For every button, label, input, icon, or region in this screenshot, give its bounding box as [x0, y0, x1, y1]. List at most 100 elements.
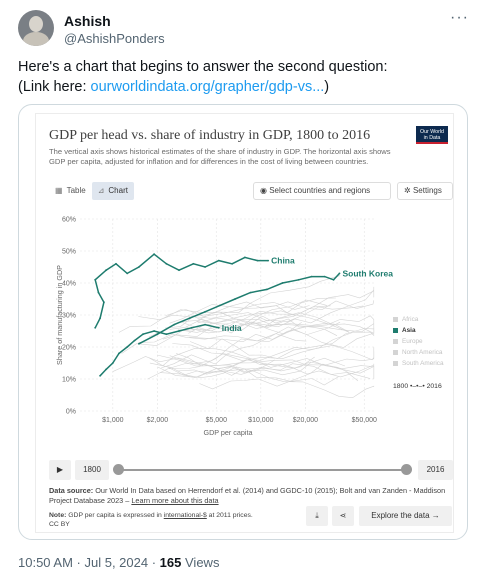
note-text-1: GDP per capita is expressed in [66, 512, 164, 519]
more-options-icon[interactable]: ··· [450, 9, 469, 26]
grid-layer [80, 218, 376, 412]
arrow-right-icon: → [429, 511, 440, 520]
timeline-end-handle[interactable] [401, 464, 412, 475]
x-axis-label: GDP per capita [203, 428, 252, 437]
y-tick-label: 50% [62, 249, 76, 256]
highlighted-series-layer [94, 253, 341, 377]
view-count: 165 [159, 555, 182, 570]
series-point [243, 256, 246, 259]
series-label: China [271, 256, 295, 266]
international-dollar-link[interactable]: international-$ [163, 512, 207, 519]
series-point [102, 301, 105, 304]
timeline-start-handle[interactable] [113, 464, 124, 475]
tweet-text-line2: (Link here: ourworldindata.org/grapher/g… [18, 77, 468, 97]
y-tick-label: 10% [62, 377, 76, 384]
timeline-track[interactable] [119, 469, 407, 471]
background-series-line [188, 286, 375, 334]
background-series-line [169, 345, 375, 365]
series-point [323, 275, 326, 278]
legend-item-south-america[interactable]: South America [393, 358, 444, 369]
author-name[interactable]: Ashish [64, 13, 111, 29]
download-icon[interactable]: ⤓ [306, 506, 328, 526]
series-point [204, 310, 206, 313]
legend-year-range: 1800 •–•–• 2016 [393, 383, 442, 390]
series-point [192, 262, 195, 265]
tweet-link[interactable]: ourworldindata.org/grapher/gdp-vs... [90, 79, 325, 95]
series-point [133, 339, 136, 342]
series-point [165, 262, 168, 265]
legend-arrow: •–•–• [408, 383, 427, 390]
tweet-date[interactable]: Jul 5, 2024 [84, 555, 149, 570]
x-tick-label: $20,000 [293, 417, 318, 424]
background-series-line [138, 311, 283, 328]
timeline-end-year[interactable]: 2016 [418, 460, 453, 480]
series-point [204, 266, 206, 268]
series-point [281, 282, 284, 284]
explore-data-label: Explore the data [371, 511, 430, 520]
series-line-china [94, 253, 269, 329]
tab-table-label: Table [66, 186, 86, 195]
avatar[interactable] [18, 10, 54, 46]
explore-data-button[interactable]: Explore the data → [359, 506, 452, 526]
tab-chart[interactable]: ⊿ Chart [91, 182, 134, 200]
chart-title: GDP per head vs. share of industry in GD… [49, 128, 371, 143]
legend-year-end: 2016 [426, 383, 442, 390]
series-point [231, 262, 234, 265]
owid-logo-line1: Our World [419, 129, 445, 135]
series-point [105, 368, 107, 371]
scatter-chart: 0% 10% 20% 30% 40% 50% 60% $1,000 $2,000 $5,000 $1… [55, 217, 393, 438]
series-point [338, 272, 341, 275]
background-series-line [112, 356, 359, 382]
legend-item-europe[interactable]: Europe [393, 336, 444, 347]
background-series-line [168, 322, 302, 369]
x-tick-label: $50,000 [352, 417, 377, 424]
tab-table[interactable]: ▦ Table [49, 182, 92, 200]
series-point [165, 333, 168, 336]
legend-item-africa[interactable]: Africa [393, 314, 444, 325]
link-preview-card[interactable]: GDP per head vs. share of industry in GD… [18, 104, 468, 540]
share-icon[interactable]: ⋖ [332, 506, 354, 526]
tweet-metadata: 10:50 AM · Jul 5, 2024 · 165 Views [18, 555, 220, 570]
background-series-line [147, 356, 315, 380]
avatar-head-shape [29, 16, 43, 32]
chart-icon: ⊿ [97, 186, 105, 195]
author-handle[interactable]: @AshishPonders [64, 31, 165, 46]
chart-subtitle: The vertical axis shows historical estim… [49, 147, 391, 166]
series-point [219, 304, 221, 307]
series-point [137, 342, 140, 345]
legend-item-asia[interactable]: Asia [393, 325, 444, 336]
tab-chart-label: Chart [108, 186, 128, 195]
legend-item-north-america[interactable]: North America [393, 347, 444, 358]
license-text: CC BY [49, 521, 70, 528]
select-countries-button[interactable]: ◉ Select countries and regions [253, 182, 391, 200]
x-tick-label: $10,000 [248, 417, 273, 424]
tweet-text-line1: Here's a chart that begins to answer the… [18, 59, 388, 75]
series-point [297, 278, 300, 281]
series-point [178, 269, 180, 272]
timeline: ▶ 1800 2016 [49, 460, 453, 480]
series-point [118, 352, 120, 355]
play-button[interactable]: ▶ [49, 460, 71, 480]
series-point [234, 298, 236, 300]
timeline-start-year[interactable]: 1800 [75, 460, 109, 480]
owid-logo[interactable]: Our World in Data [416, 126, 448, 144]
y-axis-label: Share of manufacturing in GDP [55, 265, 64, 365]
series-point [153, 253, 155, 256]
data-source: Data source: Our World In Data based on … [49, 486, 449, 505]
legend-swatch [393, 361, 398, 366]
series-point [94, 326, 97, 329]
background-series-line [161, 326, 375, 369]
series-point [256, 259, 259, 262]
legend-label: South America [402, 360, 444, 367]
background-series-line [169, 297, 337, 324]
series-point [156, 333, 159, 336]
settings-button[interactable]: ✲ Settings [397, 182, 453, 200]
legend-label: North America [402, 349, 443, 356]
learn-more-link[interactable]: Learn more about this data [131, 495, 219, 505]
background-series-line [156, 354, 346, 376]
tweet-time[interactable]: 10:50 AM [18, 555, 73, 570]
tweet-link-prefix: (Link here: [18, 79, 91, 95]
source-label: Data source: [49, 486, 94, 495]
note-label: Note: [49, 512, 67, 519]
x-tick-label: $1,000 [102, 417, 124, 424]
